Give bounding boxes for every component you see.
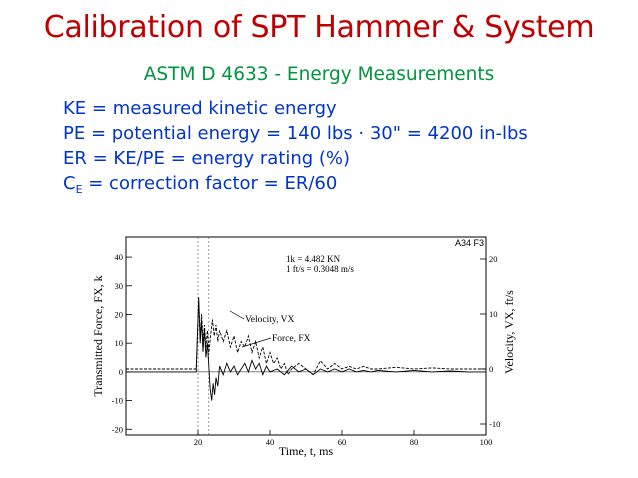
force-series-line	[126, 297, 486, 401]
plot-frame	[125, 236, 487, 436]
x-tick-label: 80	[410, 437, 419, 447]
annotation-force-leader	[241, 337, 272, 348]
figure-id-label: A34 F3	[455, 238, 484, 248]
y-left-tick-label: 20	[115, 309, 124, 319]
y-right-tick-label: 0	[489, 364, 493, 374]
y-right-tick-label: -10	[489, 419, 500, 429]
x-tick-label: 40	[266, 437, 275, 447]
y-right-tick-label: 20	[489, 254, 498, 264]
definition-ce: CE = correction factor = ER/60	[63, 171, 528, 202]
y-left-tick-label: 10	[115, 338, 124, 348]
y-right-axis-label: Velocity, VX, ft/s	[502, 290, 516, 374]
conversion-velocity: 1 ft/s = 0.3048 m/s	[286, 264, 354, 274]
annotation-velocity: Velocity, VX	[245, 315, 294, 325]
x-tick-label: 60	[338, 437, 347, 447]
y-left-tick-label: 40	[115, 252, 124, 262]
annotation-force: Force, FX	[272, 334, 311, 344]
annotation-velocity-leader	[229, 310, 245, 320]
y-left-tick-label: 30	[115, 281, 124, 291]
slide-title: Calibration of SPT Hammer & System	[43, 10, 595, 45]
definition-er: ER = KE/PE = energy rating (%)	[63, 148, 351, 169]
definition-pe: PE = potential energy = 140 lbs · 30" = …	[63, 123, 528, 144]
y-left-axis-label: Transmitted Force, FX, k	[91, 275, 105, 396]
velocity-series-line	[126, 302, 486, 376]
ce-symbol: C	[63, 173, 76, 194]
ce-subscript: E	[75, 183, 83, 196]
force-velocity-figure: 20 40 60 80 100 40 30 20 10 0 -10 -20 20 10 0 -10 A34 F…	[90, 232, 520, 464]
x-tick-label: 20	[194, 437, 203, 447]
slide-subtitle: ASTM D 4633 - Energy Measurements	[143, 64, 495, 85]
x-tick-label: 100	[480, 437, 493, 447]
y-left-tick-label: -20	[112, 424, 123, 434]
conversion-force: 1k = 4.482 KN	[286, 254, 341, 264]
definitions-list: KE = measured kinetic energy PE = potent…	[63, 96, 528, 202]
x-axis-label: Time, t, ms	[279, 444, 334, 458]
ce-text: = correction factor = ER/60	[82, 173, 338, 194]
definition-ke: KE = measured kinetic energy	[63, 98, 337, 119]
y-left-tick-label: 0	[119, 367, 123, 377]
y-right-tick-label: 10	[489, 309, 498, 319]
y-left-tick-label: -10	[112, 396, 123, 406]
